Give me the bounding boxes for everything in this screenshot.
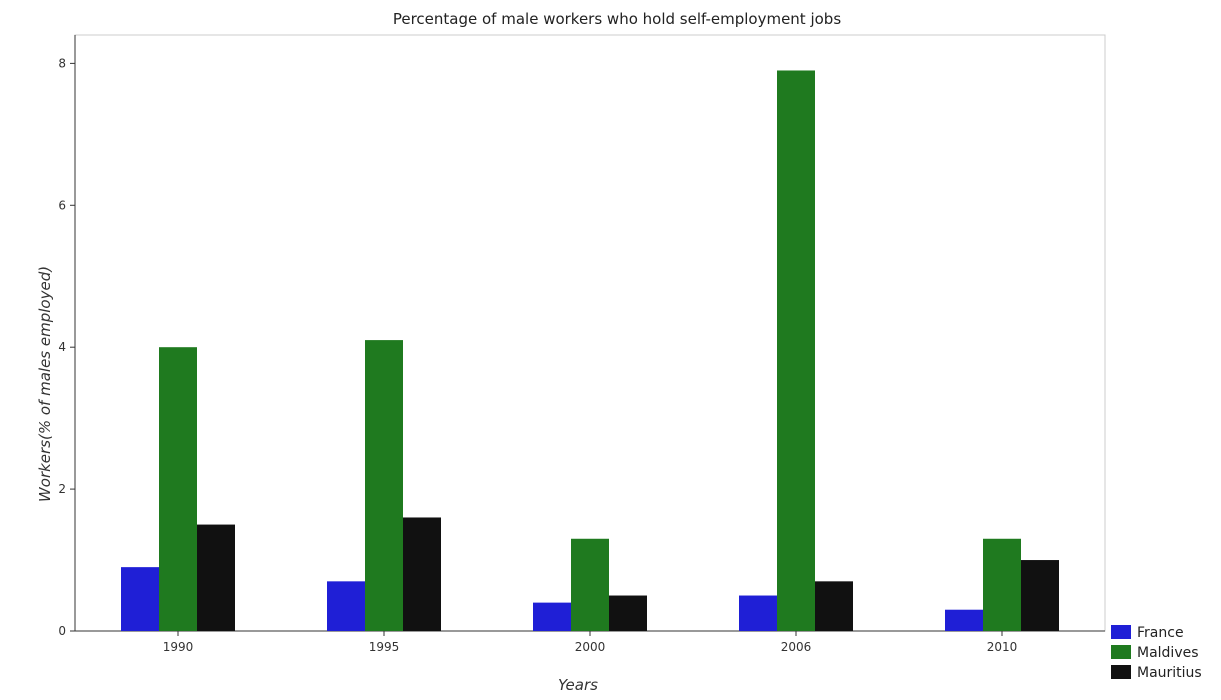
y-tick-label: 4	[58, 340, 66, 354]
bar-maldives-2006	[777, 70, 815, 631]
bar-mauritius-1995	[403, 517, 441, 631]
bar-mauritius-1990	[197, 524, 235, 631]
bar-france-1990	[121, 567, 159, 631]
y-tick-label: 0	[58, 624, 66, 638]
x-axis: 1990 1995 2000 2006 2010	[75, 630, 1105, 654]
x-tick-label: 1990	[163, 640, 194, 654]
x-axis-title: Years	[558, 676, 598, 694]
x-tick-label: 2000	[575, 640, 606, 654]
x-tick-label: 1995	[369, 640, 400, 654]
chart-title: Percentage of male workers who hold self…	[393, 10, 841, 28]
bar-mauritius-2006	[815, 581, 853, 631]
bar-france-1995	[327, 581, 365, 631]
legend-label-maldives: Maldives	[1137, 645, 1199, 661]
legend-label-mauritius: Mauritius	[1137, 665, 1202, 681]
y-axis: 0 2 4 6 8	[58, 35, 76, 638]
bar-france-2010	[945, 609, 983, 631]
bar-mauritius-2000	[609, 595, 647, 631]
bar-france-2006	[739, 595, 777, 631]
bars	[121, 70, 1059, 631]
bar-maldives-1990	[159, 347, 197, 631]
legend-swatch-maldives	[1111, 645, 1131, 659]
bar-maldives-2010	[983, 538, 1021, 631]
legend-swatch-mauritius	[1111, 665, 1131, 679]
y-tick-label: 2	[58, 482, 66, 496]
legend: France Maldives Mauritius	[1111, 625, 1202, 681]
legend-label-france: France	[1137, 625, 1184, 641]
y-tick-label: 6	[58, 198, 66, 212]
x-tick-label: 2006	[781, 640, 812, 654]
y-tick-label: 8	[58, 56, 66, 70]
y-axis-title: Workers(% of males employed)	[36, 266, 54, 502]
bar-france-2000	[533, 602, 571, 631]
bar-maldives-2000	[571, 538, 609, 631]
bar-mauritius-2010	[1021, 560, 1059, 631]
x-tick-label: 2010	[987, 640, 1018, 654]
legend-swatch-france	[1111, 625, 1131, 639]
bar-maldives-1995	[365, 340, 403, 631]
